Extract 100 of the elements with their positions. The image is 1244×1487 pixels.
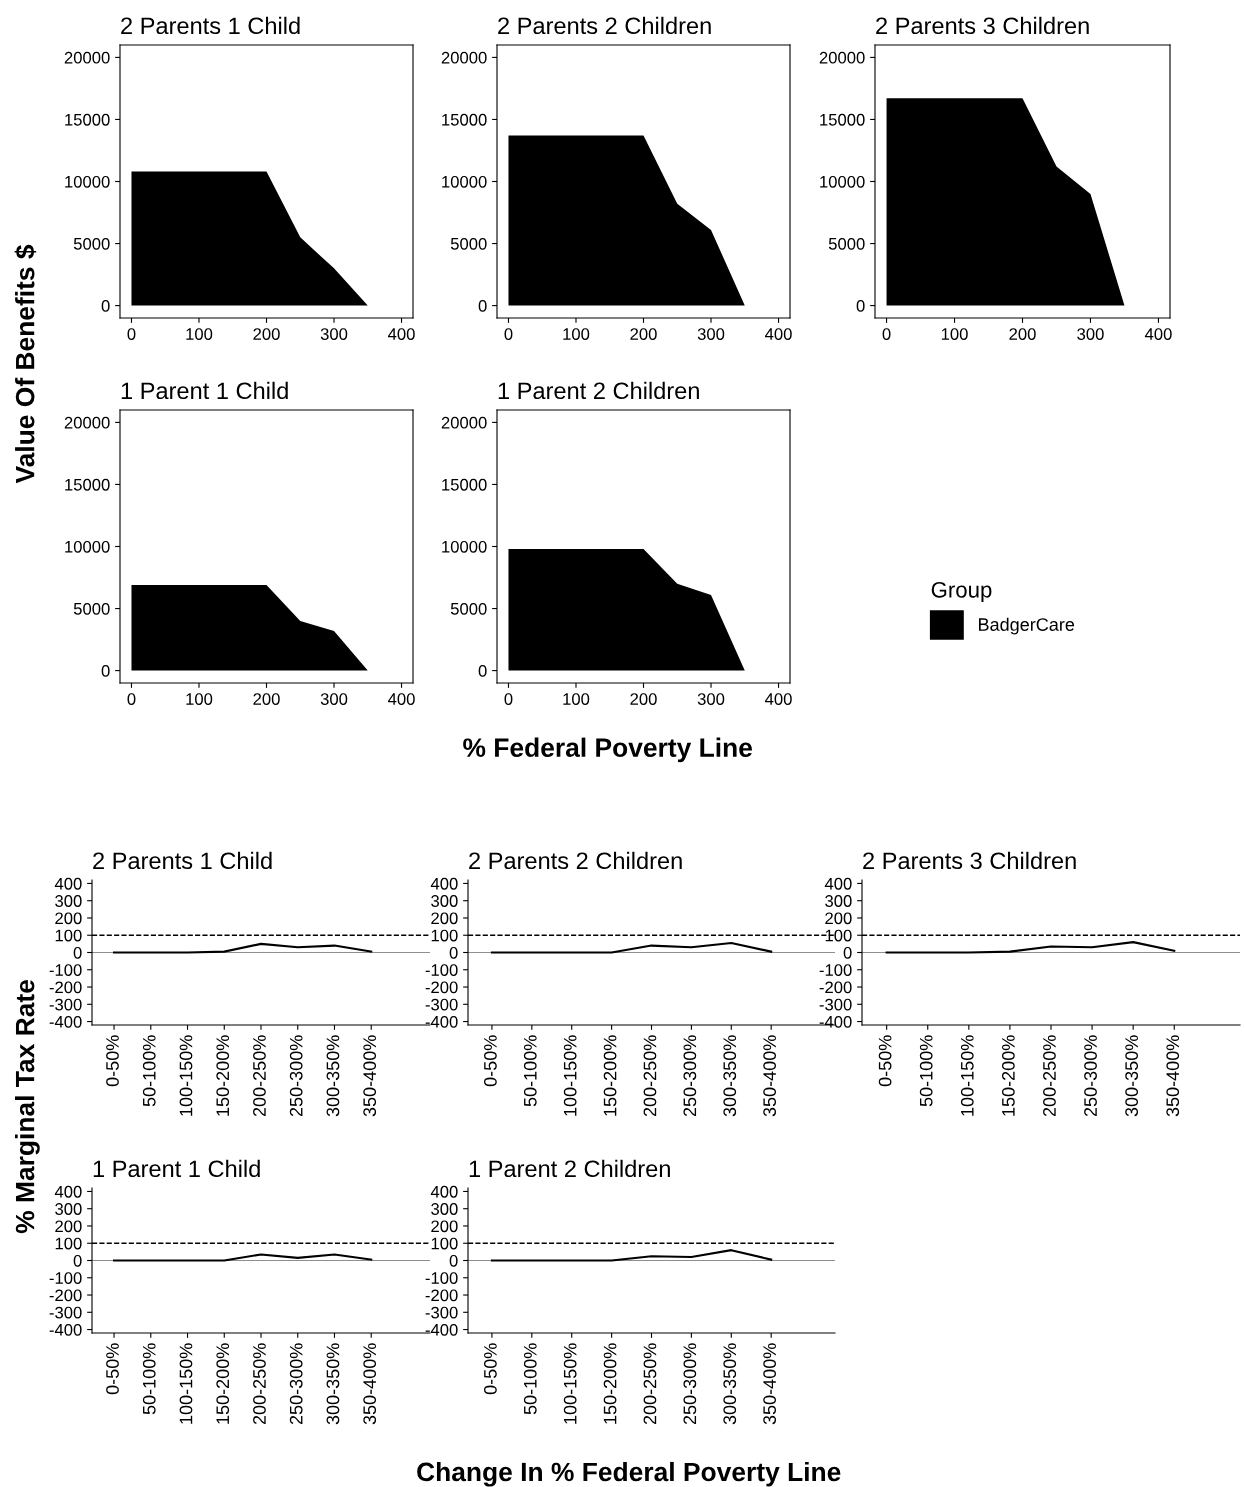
x-tick-label: 250-300%: [1084, 1035, 1097, 1117]
y-tick-label: 400: [54, 877, 82, 890]
x-tick-label: 300-350%: [723, 1343, 737, 1425]
y-tick-label: 5000: [73, 602, 110, 615]
y-tick-label: -100: [49, 1272, 82, 1284]
x-tick-label: 400: [765, 693, 792, 705]
y-tick-label: 20000: [819, 51, 865, 64]
y-tick-label: 5000: [450, 602, 487, 615]
y-tick-label: 20000: [441, 51, 487, 64]
y-tick-label: -200: [49, 1289, 82, 1302]
x-tick-label: 200-250%: [643, 1035, 657, 1117]
x-tick-label: 200: [253, 328, 280, 340]
x-tick-label: 0: [504, 693, 513, 705]
x-tick-label: 100: [563, 693, 590, 705]
x-tick-label: 200-250%: [1043, 1035, 1056, 1117]
y-tick-label: 0: [449, 1254, 458, 1267]
y-tick-label: 10000: [820, 175, 865, 188]
x-tick-label: 400: [1144, 328, 1172, 340]
x-tick-label: 150-200%: [216, 1035, 230, 1116]
y-tick-label: 100: [55, 1237, 82, 1250]
y-axis-title: Value Of Benefits $: [14, 244, 37, 484]
x-tick-label: 200-250%: [253, 1343, 266, 1425]
x-tick-label: 350-400%: [1166, 1035, 1180, 1117]
y-tick-label: -100: [819, 964, 852, 976]
y-tick-label: 400: [824, 877, 852, 890]
x-tick-label: 100-150%: [179, 1343, 193, 1424]
y-tick-label: -200: [425, 981, 458, 994]
y-tick-label: 20000: [64, 416, 110, 429]
x-tick-label: 100: [563, 328, 590, 340]
y-tick-label: 300: [825, 895, 852, 907]
x-tick-label: 100: [186, 328, 213, 340]
x-tick-label: 300: [697, 328, 725, 340]
y-tick-label: -300: [425, 1306, 458, 1319]
x-tick-label: 0: [504, 328, 513, 340]
x-tick-label: 200: [630, 328, 657, 340]
x-tick-label: 150-200%: [216, 1343, 230, 1424]
x-tick-label: 100-150%: [563, 1343, 577, 1424]
x-tick-label: 200-250%: [643, 1343, 657, 1425]
y-tick-label: 0: [449, 946, 458, 959]
y-tick-label: 0: [856, 299, 865, 312]
y-tick-label: 15000: [442, 478, 487, 491]
y-tick-label: -300: [819, 998, 852, 1011]
chart-title: 2 Parents 1 Child: [121, 16, 300, 35]
chart-title: 2 Parents 3 Children: [876, 16, 1089, 35]
y-tick-label: 300: [431, 1203, 458, 1215]
y-tick-label: 15000: [820, 113, 865, 126]
y-tick-label: 5000: [73, 237, 110, 250]
y-tick-label: -400: [425, 1323, 458, 1336]
y-tick-label: 100: [825, 929, 852, 942]
y-axis-title: % Marginal Tax Rate: [15, 980, 40, 1234]
chart-title: 1 Parent 1 Child: [93, 1159, 260, 1178]
x-tick-label: 350-400%: [763, 1343, 777, 1425]
x-tick-label: 300-350%: [1125, 1035, 1139, 1117]
y-tick-label: 5000: [828, 237, 865, 250]
y-tick-label: 0: [843, 946, 852, 959]
x-tick-label: 100-150%: [563, 1035, 577, 1116]
y-tick-label: -200: [819, 981, 852, 994]
chart-title: 1 Parent 2 Children: [498, 381, 699, 400]
x-tick-label: 300-350%: [326, 1035, 340, 1117]
chart-title: 1 Parent 1 Child: [121, 381, 288, 400]
x-tick-label: 0-50%: [106, 1035, 119, 1087]
y-tick-label: 400: [430, 877, 458, 890]
y-tick-label: -200: [425, 1289, 458, 1302]
x-tick-label: 300-350%: [326, 1343, 340, 1425]
legend-title: Group: [931, 581, 992, 603]
x-tick-label: 200: [1009, 328, 1036, 340]
x-tick-label: 200-250%: [253, 1035, 266, 1117]
y-tick-label: 0: [478, 664, 487, 677]
x-tick-label: 400: [765, 328, 792, 340]
chart-title: 2 Parents 2 Children: [498, 16, 711, 35]
y-tick-label: 15000: [442, 113, 487, 126]
y-tick-label: -100: [425, 964, 458, 976]
x-tick-label: 0: [882, 328, 891, 340]
x-tick-label: 200: [630, 693, 657, 705]
y-tick-label: 0: [73, 946, 82, 959]
x-tick-label: 350-400%: [363, 1343, 377, 1425]
x-axis-title: % Federal Poverty Line: [463, 737, 752, 763]
y-tick-label: 10000: [65, 175, 110, 188]
x-tick-label: 400: [388, 693, 415, 705]
y-tick-label: 15000: [65, 113, 110, 126]
y-tick-label: 200: [55, 1220, 82, 1233]
x-tick-label: 50-100%: [523, 1035, 537, 1107]
x-tick-label: 250-300%: [683, 1035, 697, 1117]
y-tick-label: 0: [73, 1254, 82, 1267]
x-tick-label: 100: [186, 693, 213, 705]
y-tick-label: 200: [825, 912, 852, 925]
y-tick-label: -400: [49, 1015, 82, 1028]
y-tick-label: 400: [54, 1185, 82, 1198]
x-tick-label: 250-300%: [289, 1343, 303, 1425]
x-tick-label: 250-300%: [683, 1343, 697, 1425]
y-tick-label: 15000: [65, 478, 110, 491]
y-tick-label: -400: [49, 1323, 82, 1336]
x-tick-label: 150-200%: [1001, 1035, 1015, 1116]
x-tick-label: 0-50%: [484, 1035, 497, 1087]
y-tick-label: -400: [425, 1015, 458, 1028]
x-tick-label: 350-400%: [763, 1035, 777, 1117]
y-tick-label: 10000: [65, 540, 110, 553]
x-tick-label: 50-100%: [142, 1343, 156, 1415]
x-tick-label: 0-50%: [484, 1343, 497, 1395]
x-tick-label: 250-300%: [289, 1035, 303, 1117]
